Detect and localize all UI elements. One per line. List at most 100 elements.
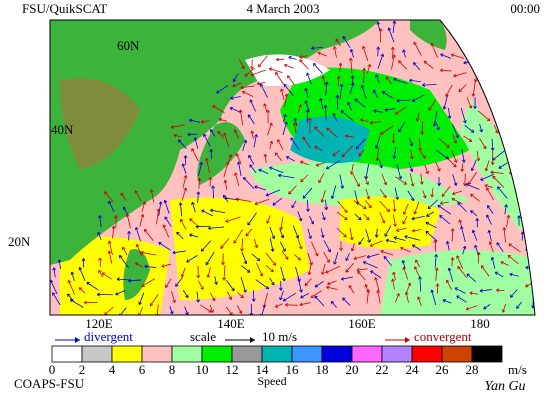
wind-vector-head: [107, 240, 112, 244]
wind-vector-head: [144, 228, 148, 233]
wind-vector-head: [199, 161, 203, 166]
wind-vector: [434, 254, 437, 268]
wind-vector: [393, 271, 396, 281]
wind-vector-head: [517, 192, 522, 196]
wind-vector: [171, 124, 185, 128]
wind-vector: [339, 83, 343, 100]
wind-vector-head: [522, 202, 526, 207]
wind-vector: [302, 187, 313, 199]
wind-vector: [456, 295, 467, 303]
wind-vector: [358, 237, 365, 245]
wind-vector: [453, 72, 467, 77]
wind-vector: [398, 121, 406, 133]
colorbar-label: 20: [346, 362, 359, 377]
wind-vector-head: [486, 205, 491, 209]
wind-vector: [158, 201, 162, 217]
colorbar-swatch: [171, 345, 203, 363]
wind-vector-head: [463, 60, 467, 65]
wind-vector-head: [521, 122, 525, 126]
wind-vector-head: [297, 257, 301, 261]
wind-vector: [250, 69, 266, 76]
wind-vector: [320, 98, 324, 110]
wind-vector: [325, 265, 341, 274]
wind-vector-head: [271, 235, 276, 240]
wind-vector-head: [509, 272, 513, 277]
wind-vector: [514, 172, 523, 186]
wind-vector-head: [509, 294, 514, 298]
wind-vector-head: [275, 71, 279, 76]
wind-vector: [225, 216, 241, 223]
wind-vector: [179, 202, 183, 217]
wind-vector: [280, 216, 284, 230]
wind-vector-head: [171, 125, 175, 129]
wind-vector: [442, 299, 452, 304]
wind-vector-head: [392, 54, 396, 58]
wind-vector-head: [395, 196, 400, 200]
wind-vector-head: [391, 140, 396, 144]
wind-vector: [164, 200, 170, 214]
wind-vector: [384, 108, 396, 111]
wind-vector: [523, 155, 535, 161]
wind-vector: [440, 53, 452, 59]
wind-vector: [509, 146, 519, 158]
wind-vector: [333, 252, 339, 265]
wind-vector-head: [210, 309, 214, 313]
wind-vector-head: [205, 157, 209, 162]
colorbar-label: 6: [139, 362, 146, 377]
wind-vector: [136, 244, 142, 256]
wind-vector-head: [332, 46, 337, 50]
wind-vector-head: [327, 281, 331, 286]
wind-vector: [470, 210, 478, 217]
wind-vector-head: [304, 100, 309, 104]
wind-vector: [247, 114, 255, 124]
wind-vector: [365, 188, 370, 200]
wind-vector: [395, 176, 407, 185]
wind-vector: [194, 137, 199, 149]
wind-vector: [138, 292, 145, 305]
wind-vector-head: [149, 302, 154, 307]
colorbar-swatch: [231, 345, 263, 363]
wind-vector: [156, 304, 159, 315]
wind-vector: [428, 99, 437, 111]
wind-vector-head: [280, 234, 285, 239]
wind-vector-head: [333, 261, 337, 265]
wind-vector: [409, 172, 414, 187]
wind-vector-head: [321, 75, 326, 79]
wind-vector: [393, 237, 406, 241]
wind-vector: [461, 148, 465, 163]
wind-vector: [322, 75, 326, 86]
wind-vector-head: [228, 154, 233, 158]
wind-vector: [516, 301, 522, 309]
wind-vector: [398, 60, 407, 70]
wind-vector-head: [456, 295, 460, 299]
wind-vector: [355, 138, 366, 150]
wind-vector-head: [413, 210, 418, 215]
wind-vector: [445, 84, 453, 97]
wind-vector: [112, 225, 115, 239]
wind-vector-head: [161, 264, 165, 268]
wind-vector-head: [310, 294, 315, 298]
wind-vector: [316, 162, 325, 166]
wind-vector: [282, 114, 286, 123]
wind-vector: [295, 266, 301, 282]
wind-vector: [189, 218, 197, 226]
wind-vector-head: [492, 157, 496, 161]
wind-vector: [247, 212, 257, 226]
land: [50, 20, 380, 265]
wind-vector: [339, 63, 342, 72]
wind-vector-head: [323, 105, 328, 109]
wind-vector-head: [428, 107, 432, 111]
wind-vector: [310, 290, 322, 298]
wind-vector-head: [507, 254, 512, 259]
wind-vector-head: [135, 243, 140, 248]
wind-vector-head: [248, 154, 252, 159]
wind-vector: [489, 71, 492, 84]
wind-vector: [440, 201, 449, 204]
wind-vector-head: [175, 283, 179, 287]
wind-vector: [345, 262, 354, 273]
wind-vector: [283, 292, 297, 302]
wind-vector: [435, 267, 438, 281]
colorbar-swatch: [111, 345, 143, 363]
wind-vector: [425, 231, 438, 242]
wind-vector-head: [250, 72, 255, 77]
